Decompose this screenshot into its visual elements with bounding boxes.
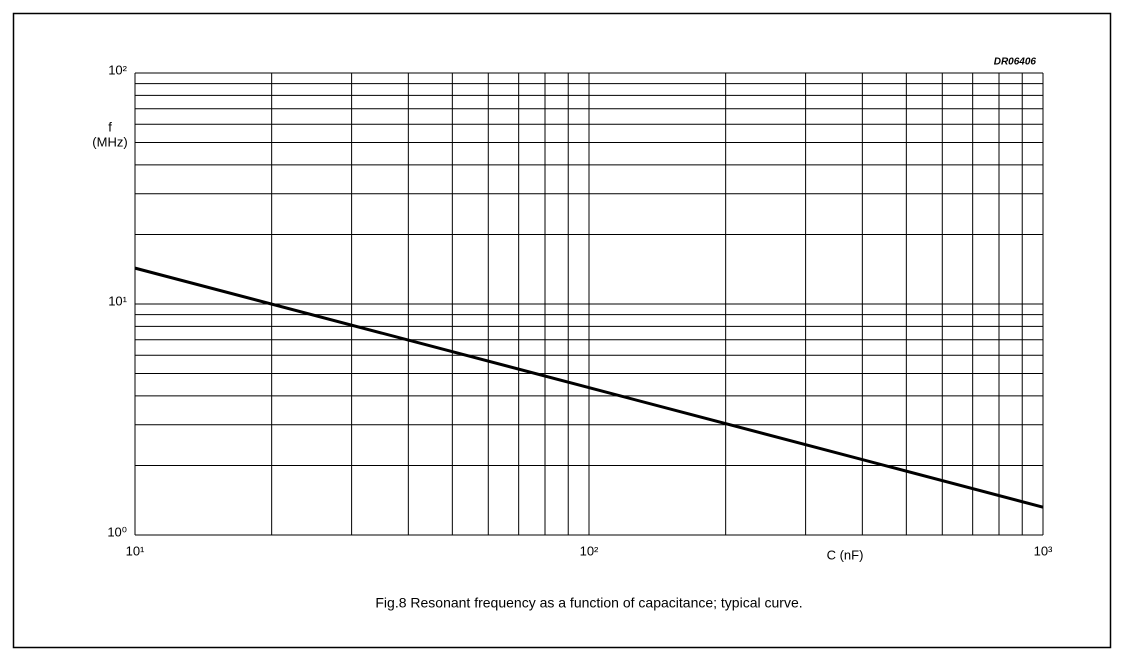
- y-tick-label: 10⁰: [107, 524, 127, 539]
- line: [134, 266, 1044, 509]
- code: DR06406: [994, 57, 1037, 68]
- frame: [12, 12, 1112, 649]
- y-tick-label: 10¹: [108, 293, 127, 308]
- x-tick-label: 10²: [580, 543, 599, 558]
- x-tick-label: 10³: [1034, 543, 1053, 558]
- caption: Fig.8 Resonant frequency as a function o…: [375, 595, 802, 611]
- y-label: f: [108, 119, 112, 134]
- y-tick-label: 10²: [108, 62, 127, 77]
- x-tick-label: 10¹: [126, 543, 145, 558]
- x-label: C (nF): [827, 547, 864, 562]
- y-label: (MHz): [92, 134, 127, 149]
